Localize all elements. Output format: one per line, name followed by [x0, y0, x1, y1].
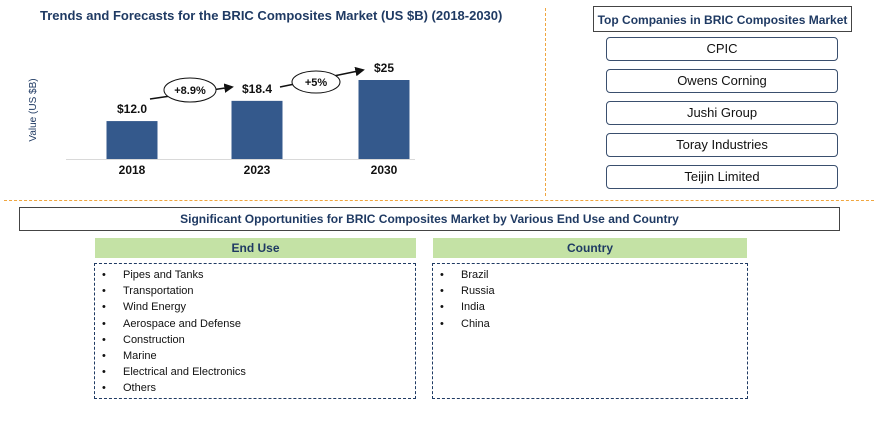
country-list-box: • Brazil • Russia • India • China	[432, 263, 748, 399]
company-item: Teijin Limited	[606, 165, 838, 189]
list-item: • Electrical and Electronics	[102, 366, 246, 379]
country-heading: Country	[433, 238, 747, 258]
list-item: • China	[440, 317, 490, 330]
list-item: • India	[440, 301, 485, 314]
opportunities-heading: Significant Opportunities for BRIC Compo…	[19, 207, 840, 231]
list-item: • Transportation	[102, 285, 194, 298]
growth-bubble	[291, 70, 341, 94]
list-item: • Marine	[102, 350, 157, 363]
bar-value-label: $25	[374, 61, 394, 75]
bar-value-label: $18.4	[242, 82, 272, 96]
end-use-list: • Pipes and Tanks • Transportation • Wind E…	[95, 267, 415, 397]
list-item: • Construction	[102, 333, 185, 346]
growth-rate-label: +8.9%	[174, 85, 206, 97]
company-item: Toray Industries	[606, 133, 838, 157]
list-item: • Pipes and Tanks	[102, 269, 204, 281]
bar	[106, 121, 158, 159]
list-item: • Aerospace and Defense	[102, 317, 242, 330]
company-item: Owens Corning	[606, 69, 838, 93]
x-tick-label: 2018	[119, 163, 146, 177]
company-item: CPIC	[606, 37, 838, 61]
chart-title: Trends and Forecasts for the BRIC Compos…	[40, 8, 503, 23]
y-axis-label: Value (US $B)	[28, 78, 39, 141]
end-use-heading: End Use	[95, 238, 416, 258]
growth-bubble	[163, 77, 217, 103]
bar-chart: Value (US $B) $12.0 2018 $18.4 2023 $25 2030 +8…	[28, 61, 415, 177]
x-tick-label: 2030	[371, 163, 398, 177]
list-item: • Russia	[440, 285, 495, 298]
list-item: • Wind Energy	[102, 301, 186, 314]
company-item: Jushi Group	[606, 101, 838, 125]
vertical-divider	[545, 8, 546, 196]
country-list: • Brazil • Russia • India • China	[433, 267, 747, 332]
end-use-list-box: • Pipes and Tanks • Transportation • Wind E…	[94, 263, 416, 399]
list-item: • Others	[102, 382, 157, 395]
x-tick-label: 2023	[244, 163, 271, 177]
bar	[358, 80, 410, 159]
bar	[231, 100, 283, 159]
growth-rate-label: +5%	[305, 77, 328, 89]
bar-value-label: $12.0	[117, 102, 147, 116]
horizontal-divider	[4, 200, 874, 201]
list-item: • Brazil	[440, 269, 489, 281]
top-companies-heading: Top Companies in BRIC Composites Market	[593, 6, 852, 32]
